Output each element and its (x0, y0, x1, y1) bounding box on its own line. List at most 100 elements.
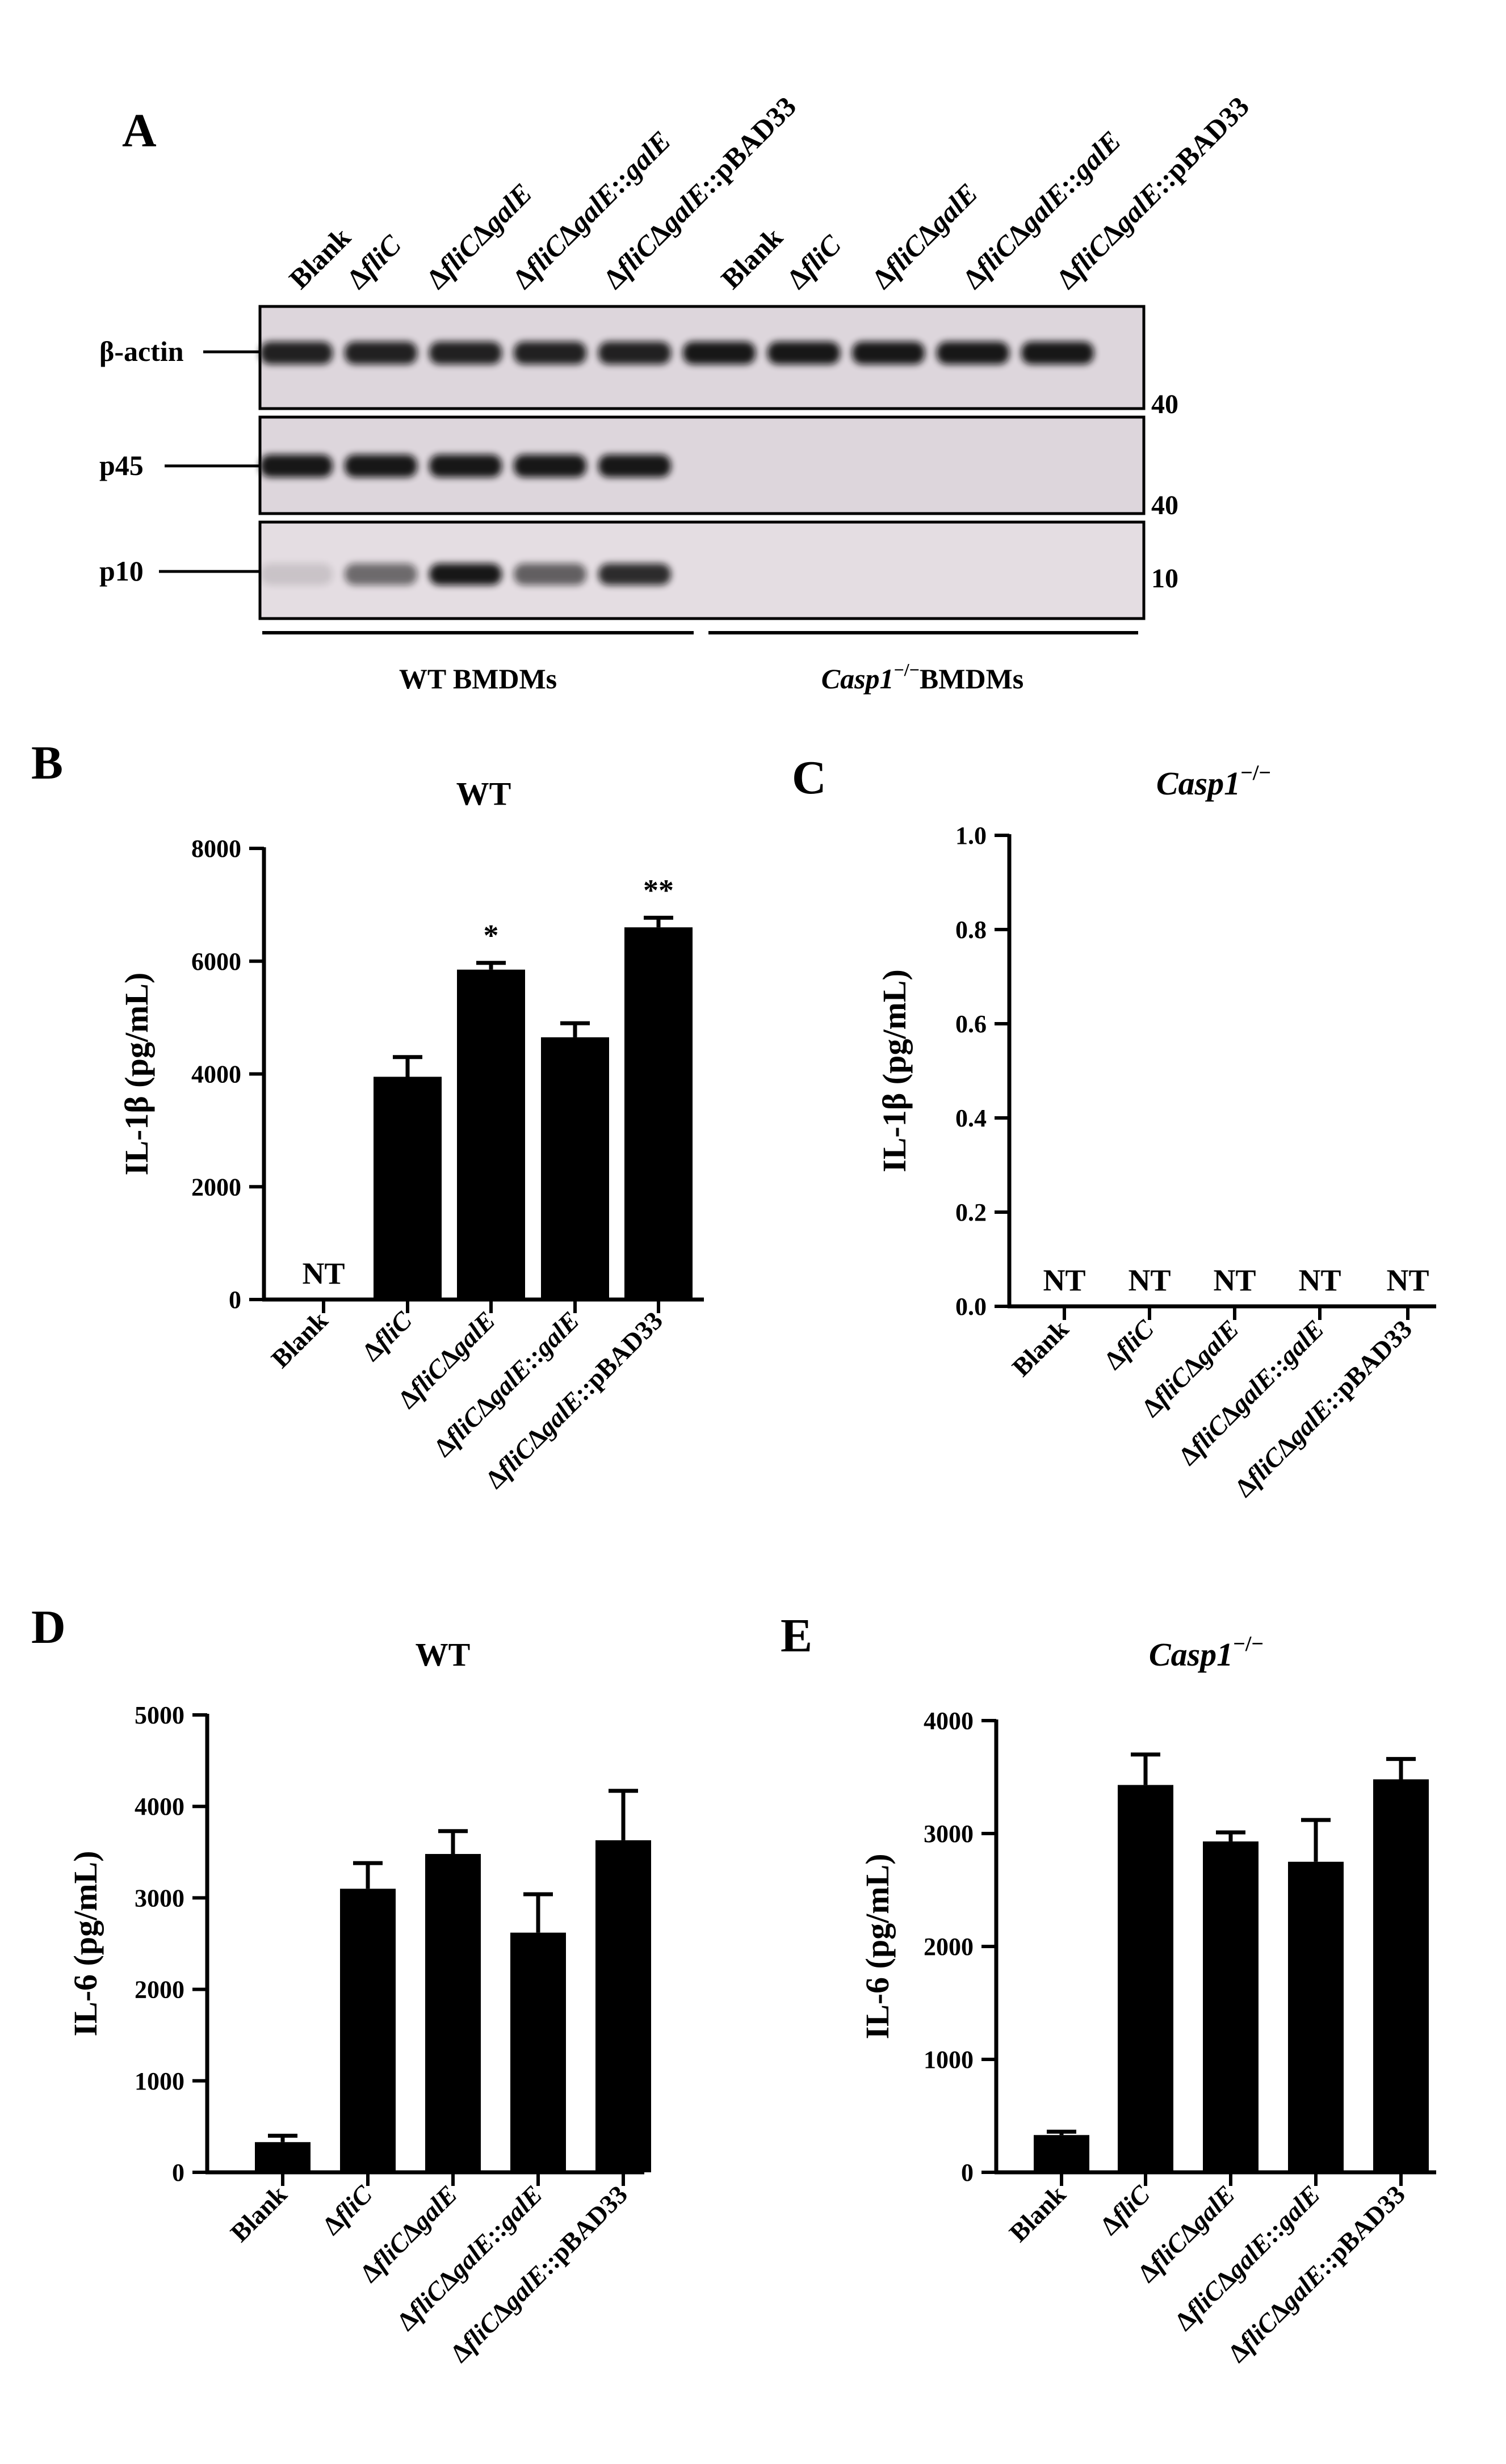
y-tick-label: 0.8 (955, 916, 987, 944)
y-tick-label: 5000 (135, 1701, 184, 1729)
y-tick-label: 0.6 (955, 1010, 987, 1038)
bar (1203, 1841, 1259, 2172)
chart-title-main: Casp1 (1149, 1636, 1233, 1673)
blot-strip: p10 10 (99, 520, 1178, 620)
y-tick-label: 0 (961, 2159, 974, 2187)
blot-label: p10 (99, 555, 144, 587)
y-tick-label: 2000 (191, 1173, 241, 1201)
chart-title: WT (416, 1636, 471, 1673)
panel-letter-a: A (122, 104, 157, 157)
blot-band (852, 342, 925, 364)
blot-band (260, 342, 333, 364)
blot-band (345, 564, 417, 585)
bar-label-nt: NT (302, 1256, 345, 1290)
bar (1288, 1861, 1344, 2172)
y-tick-label: 0 (229, 1286, 241, 1314)
blot-band (514, 342, 586, 364)
bar-label-nt: NT (1386, 1263, 1429, 1297)
y-tick-label: 0.0 (955, 1293, 987, 1321)
blot-band (598, 455, 671, 477)
y-tick-label: 0.4 (955, 1104, 987, 1132)
y-tick-label: 1000 (924, 2046, 974, 2074)
chart-title: Casp1−/− (1149, 1632, 1264, 1673)
y-tick-label: 2000 (135, 1976, 184, 2004)
bar (457, 969, 525, 1300)
blot-band (429, 564, 502, 585)
y-tick-label: 1000 (135, 2067, 184, 2095)
blot-band (767, 342, 840, 364)
bar (541, 1037, 609, 1300)
y-tick-label: 4000 (191, 1061, 241, 1088)
blot-band (1021, 342, 1094, 364)
blot-band (260, 564, 333, 585)
bar (255, 2142, 311, 2172)
chart-title-super: −/− (1233, 1632, 1264, 1656)
y-tick-label: 1.0 (955, 822, 987, 850)
bar-label-nt: NT (1213, 1263, 1256, 1297)
y-tick-label: 0.2 (955, 1199, 987, 1226)
y-tick-label: 0 (172, 2159, 184, 2187)
y-tick-label: 2000 (924, 1933, 974, 1961)
blot-band (514, 455, 586, 477)
blot-strip: p45 40 (99, 415, 1178, 520)
y-axis-label: IL-1β (pg/mL) (876, 969, 913, 1172)
significance-marker: * (484, 919, 499, 953)
y-axis-label: IL-6 (pg/mL) (67, 1851, 104, 2036)
blots: β-actin 40 p45 40 p10 10 (99, 305, 1178, 620)
ko-group-text: BMDMs (920, 663, 1023, 695)
chart-title-main: WT (456, 775, 511, 812)
blot-band (260, 455, 333, 477)
bar (595, 1840, 651, 2172)
y-tick-label: 4000 (135, 1793, 184, 1820)
ko-group-label: Casp1−/−BMDMs (821, 659, 1023, 695)
chart-title-super: −/− (1240, 761, 1271, 785)
blot-marker: 10 (1151, 564, 1178, 594)
panel-letter: C (792, 751, 827, 804)
blot-band (598, 342, 671, 364)
y-axis-label: IL-1β (pg/mL) (118, 973, 155, 1176)
chart-title-main: WT (416, 1636, 471, 1673)
bar (374, 1077, 442, 1300)
panel-letter: D (31, 1601, 66, 1654)
blot-strip: β-actin 40 (99, 305, 1178, 419)
chart-title: Casp1−/− (1156, 761, 1271, 802)
panel-letter: B (31, 737, 63, 789)
bar (510, 1932, 566, 2172)
blot-band (429, 455, 502, 477)
significance-marker: ** (643, 873, 674, 907)
blot-marker: 40 (1151, 490, 1178, 520)
y-tick-label: 6000 (191, 948, 241, 975)
bar (624, 927, 693, 1300)
ko-group-super: −/− (894, 659, 920, 680)
blot-band (345, 342, 417, 364)
blot-band (514, 564, 586, 585)
blot-band (937, 342, 1009, 364)
bar (1373, 1779, 1429, 2172)
y-tick-label: 4000 (924, 1707, 974, 1735)
blot-label: p45 (99, 449, 144, 481)
bar (1034, 2135, 1089, 2172)
blot-band (429, 342, 502, 364)
blot-band (683, 342, 756, 364)
blot-band (598, 564, 671, 585)
y-axis-label: IL-6 (pg/mL) (859, 1853, 896, 2039)
bar-label-nt: NT (1043, 1263, 1085, 1297)
blot-marker: 40 (1151, 389, 1178, 419)
ko-group-gene: Casp1 (821, 663, 894, 695)
bar-label-nt: NT (1128, 1263, 1171, 1297)
bar-label-nt: NT (1298, 1263, 1341, 1297)
chart-title: WT (456, 775, 511, 812)
blot-label: β-actin (99, 335, 184, 367)
y-tick-label: 8000 (191, 835, 241, 863)
y-tick-label: 3000 (135, 1884, 184, 1912)
chart-title-main: Casp1 (1156, 765, 1240, 802)
wt-group-label: WT BMDMs (399, 663, 557, 695)
blot-band (345, 455, 417, 477)
panel-letter: E (781, 1609, 812, 1662)
bar (340, 1889, 396, 2172)
bar (425, 1854, 481, 2172)
y-tick-label: 3000 (924, 1820, 974, 1848)
bar (1118, 1785, 1173, 2172)
